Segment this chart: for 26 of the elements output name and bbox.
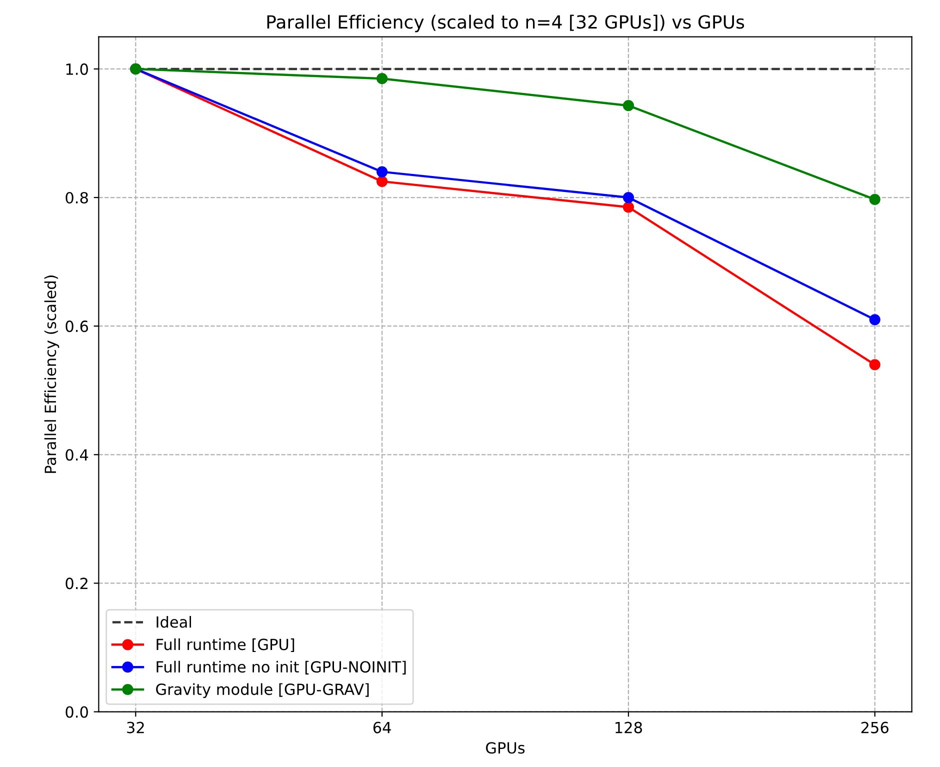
legend-label: Full runtime no init [GPU-NOINIT] (156, 660, 406, 674)
point (376, 73, 388, 84)
legend-label: Ideal (156, 616, 192, 628)
legend-label: Full runtime [GPU] (156, 638, 294, 652)
y-tick-label: 1.0 (66, 63, 88, 75)
x-tick-label: 64 (373, 722, 391, 734)
legend-label: Gravity module [GPU-GRAV] (156, 683, 369, 698)
x-axis-title: GPUs (486, 742, 525, 754)
point (376, 166, 388, 178)
x-tick-label: 256 (861, 722, 888, 734)
y-tick-label: 0.2 (66, 578, 88, 590)
y-tick-label: 0.6 (66, 320, 88, 332)
chart-title: Parallel Efficiency (scaled to n=4 [32 GPUs]) vs GPUs (267, 14, 744, 32)
point (869, 194, 880, 206)
point (622, 100, 634, 112)
point (869, 359, 880, 370)
point (622, 192, 634, 204)
point (622, 202, 634, 213)
y-tick-label: 0.0 (66, 706, 88, 718)
x-tick-label: 128 (616, 722, 642, 734)
point (869, 314, 880, 326)
point (376, 176, 388, 188)
x-tick-label: 32 (127, 722, 144, 734)
y-axis-title: Parallel Efficiency (scaled) (44, 276, 60, 473)
y-tick-label: 0.8 (66, 192, 88, 204)
y-tick-label: 0.4 (66, 449, 88, 461)
